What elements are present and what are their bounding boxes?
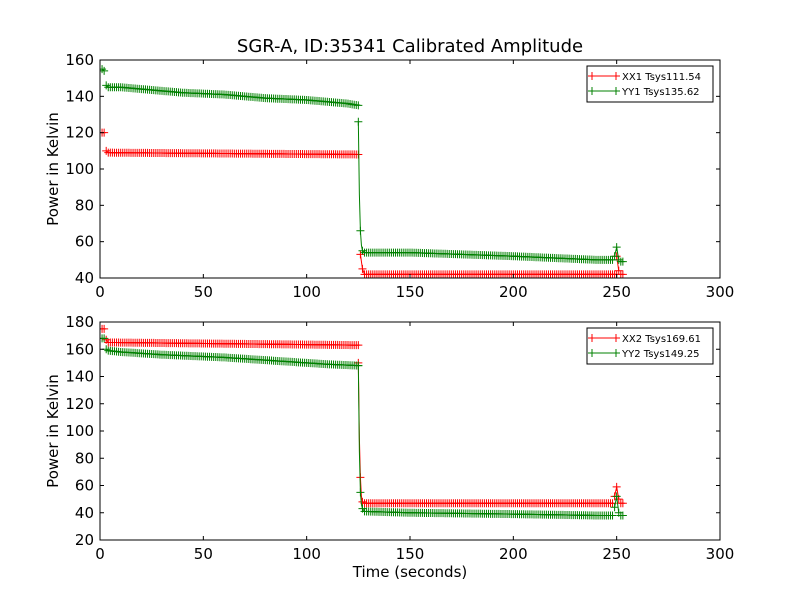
- data-point-marker: [100, 334, 109, 343]
- legend-entry-label: YY1 Tsys135.62: [621, 87, 700, 98]
- x-tick-label: 0: [95, 283, 105, 301]
- data-point-marker: [358, 246, 367, 255]
- y-tick-label: 60: [75, 233, 94, 251]
- chart-title: SGR-A, ID:35341 Calibrated Amplitude: [237, 36, 583, 57]
- y-tick-label: 80: [75, 196, 94, 214]
- x-axis-label: Time (seconds): [352, 563, 468, 581]
- legend-marker-sample: [588, 72, 596, 80]
- x-tick-label: 150: [396, 545, 425, 563]
- data-point-marker: [100, 324, 109, 333]
- data-point-marker: [618, 257, 627, 266]
- legend-marker-sample: [588, 334, 596, 342]
- x-tick-label: 50: [194, 545, 213, 563]
- data-point-marker: [356, 488, 365, 497]
- legend-marker-sample: [612, 72, 620, 80]
- legend-entry-label: XX2 Tsys169.61: [622, 334, 701, 345]
- data-point-marker: [358, 497, 367, 506]
- data-point-marker: [354, 361, 363, 370]
- lower-chart: 0 50 100 150 200 250 300 20 40 60 80 100 120 140 160 18…: [44, 313, 734, 581]
- data-point-marker: [356, 250, 365, 259]
- y-tick-label: 40: [75, 269, 94, 287]
- y-tick-label: 100: [65, 422, 94, 440]
- data-point-marker: [612, 492, 621, 501]
- data-point-marker: [356, 226, 365, 235]
- y-tick-label: 140: [65, 87, 94, 105]
- x-tick-label: 300: [706, 283, 735, 301]
- upper-chart: 0 50 100 150 200 250 300 40 60 80 100 120 140 160 SGR-…: [44, 36, 734, 301]
- y-tick-label: 140: [65, 368, 94, 386]
- legend-marker-sample: [612, 349, 620, 357]
- data-point-marker: [614, 266, 623, 275]
- legend-marker-sample: [612, 334, 620, 342]
- x-tick-label: 100: [292, 545, 321, 563]
- legend-marker-sample: [588, 349, 596, 357]
- y-tick-label: 40: [75, 504, 94, 522]
- data-point-marker: [618, 270, 627, 278]
- y-tick-label: 100: [65, 160, 94, 178]
- legend-entry-label: YY2 Tsys149.25: [621, 349, 700, 360]
- plot-area: [100, 324, 627, 520]
- data-point-marker: [354, 117, 363, 126]
- plot-area: [100, 65, 627, 278]
- x-tick-label: 100: [292, 283, 321, 301]
- legend: XX2 Tsys169.61 YY2 Tsys149.25: [586, 327, 714, 365]
- data-point-marker: [612, 243, 621, 252]
- y-tick-label: 80: [75, 449, 94, 467]
- y-tick-label: 60: [75, 477, 94, 495]
- series-2: [100, 65, 627, 266]
- x-tick-label: 250: [602, 283, 631, 301]
- legend-entry-label: XX1 Tsys111.54: [622, 72, 701, 83]
- data-point-marker: [100, 65, 107, 74]
- data-point-marker: [614, 255, 623, 264]
- x-tick-label: 300: [706, 545, 735, 563]
- data-point-marker: [618, 511, 627, 520]
- data-point-marker: [610, 252, 619, 261]
- legend-marker-sample: [612, 87, 620, 95]
- data-point-marker: [102, 81, 111, 90]
- data-point-marker: [358, 264, 367, 273]
- y-tick-label: 120: [65, 395, 94, 413]
- x-tick-label: 50: [194, 283, 213, 301]
- series-2: [100, 334, 627, 520]
- y-axis-label: Power in Kelvin: [44, 112, 62, 226]
- data-point-marker: [618, 499, 627, 508]
- data-point-marker: [354, 341, 363, 350]
- x-tick-label: 0: [95, 545, 105, 563]
- data-point-marker: [612, 482, 621, 491]
- legend-marker-sample: [588, 87, 596, 95]
- legend-box: [586, 327, 714, 365]
- x-tick-label: 200: [499, 545, 528, 563]
- data-point-marker: [608, 511, 617, 520]
- x-tick-label: 150: [396, 283, 425, 301]
- y-tick-label: 20: [75, 531, 94, 549]
- x-tick-label: 250: [602, 545, 631, 563]
- y-tick-label: 160: [65, 51, 94, 69]
- x-tick-label: 200: [499, 283, 528, 301]
- data-point-marker: [354, 101, 363, 110]
- y-tick-label: 120: [65, 124, 94, 142]
- legend: XX1 Tsys111.54 YY1 Tsys135.62: [586, 65, 714, 103]
- y-tick-label: 160: [65, 340, 94, 358]
- legend-box: [586, 65, 714, 103]
- y-tick-label: 180: [65, 313, 94, 331]
- data-point-marker: [610, 503, 619, 512]
- series-1: [100, 324, 627, 508]
- data-point-marker: [100, 66, 109, 75]
- y-axis-label: Power in Kelvin: [44, 374, 62, 488]
- data-point-marker: [102, 146, 111, 155]
